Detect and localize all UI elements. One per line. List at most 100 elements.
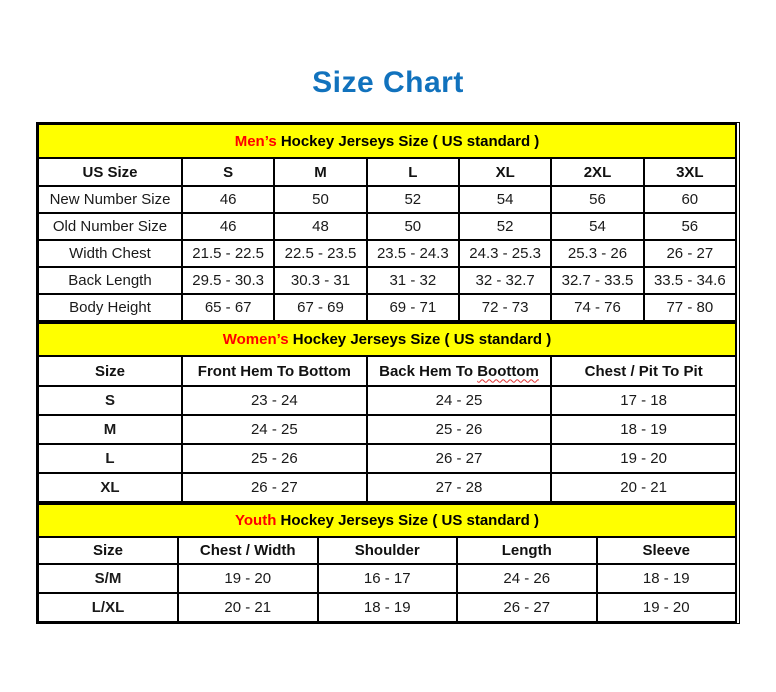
header-cell: Size: [37, 355, 183, 387]
table-row: Old Number Size 46 48 50 52 54 56: [37, 212, 738, 241]
header-cell: Shoulder: [316, 536, 458, 565]
size-value-cell: 24 - 25: [181, 414, 368, 445]
size-chart-tables: Men’s Hockey Jerseys Size ( US standard …: [36, 122, 740, 624]
header-cell: US Size: [37, 157, 183, 187]
band-highlight: Youth: [235, 512, 277, 529]
header-cell: Size: [37, 536, 179, 565]
size-value-cell: 32.7 - 33.5: [550, 266, 645, 295]
table-row: Body Height 65 - 67 67 - 69 69 - 71 72 - 73 7…: [37, 293, 738, 322]
size-value-cell: 24.3 - 25.3: [457, 239, 553, 268]
size-value-cell: 46: [180, 212, 276, 241]
size-value-cell: 52: [365, 185, 460, 214]
size-value-cell: 48: [273, 212, 368, 241]
size-value-cell: 65 - 67: [180, 293, 276, 322]
size-value-cell: 24 - 25: [365, 385, 553, 416]
row-label: S: [37, 385, 183, 416]
misspelled-word: Boottom: [477, 362, 539, 380]
size-value-cell: 31 - 32: [365, 266, 460, 295]
section-band-row: Men’s Hockey Jerseys Size ( US standard …: [37, 123, 737, 159]
header-cell: M: [273, 157, 368, 187]
table-row: Width Chest 21.5 - 22.5 22.5 - 23.5 23.5 - …: [37, 239, 738, 268]
header-cell: Chest / Pit To Pit: [550, 355, 737, 387]
header-cell: Chest / Width: [177, 536, 319, 565]
band-rest: Hockey Jerseys Size ( US standard ): [292, 331, 552, 348]
header-row: Size Chest / Width Shoulder Length Sleeve: [37, 536, 737, 565]
size-value-cell: 67 - 69: [273, 293, 368, 322]
size-value-cell: 72 - 73: [457, 293, 553, 322]
row-label: Back Length: [37, 266, 183, 295]
size-value-cell: 18 - 19: [595, 563, 737, 594]
size-value-cell: 24 - 26: [456, 563, 598, 594]
size-value-cell: 25.3 - 26: [550, 239, 645, 268]
size-value-cell: 26 - 27: [456, 592, 598, 623]
size-value-cell: 22.5 - 23.5: [273, 239, 368, 268]
size-value-cell: 50: [273, 185, 368, 214]
size-value-cell: 56: [642, 212, 738, 241]
header-cell: XL: [457, 157, 553, 187]
header-cell: L: [365, 157, 460, 187]
header-cell: 3XL: [642, 157, 738, 187]
table-row: XL 26 - 27 27 - 28 20 - 21: [37, 472, 737, 503]
section-band-title: Men’s Hockey Jerseys Size ( US standard …: [37, 123, 737, 159]
table-row: S 23 - 24 24 - 25 17 - 18: [37, 385, 737, 416]
row-label: Width Chest: [37, 239, 183, 268]
size-value-cell: 29.5 - 30.3: [180, 266, 276, 295]
table-row: L 25 - 26 26 - 27 19 - 20: [37, 443, 737, 474]
section-band-row: Women’s Hockey Jerseys Size ( US standar…: [37, 322, 737, 357]
row-label: L/XL: [37, 592, 179, 623]
mens-size-table: Men’s Hockey Jerseys Size ( US standard …: [37, 123, 738, 322]
size-value-cell: 19 - 20: [595, 592, 737, 623]
row-label: L: [37, 443, 183, 474]
size-value-cell: 23 - 24: [181, 385, 368, 416]
size-value-cell: 17 - 18: [550, 385, 737, 416]
size-value-cell: 25 - 26: [365, 414, 553, 445]
band-rest: Hockey Jerseys Size ( US standard ): [280, 132, 540, 150]
table-row: Back Length 29.5 - 30.3 30.3 - 31 31 - 32 32…: [37, 266, 738, 295]
table-row: M 24 - 25 25 - 26 18 - 19: [37, 414, 737, 445]
size-value-cell: 23.5 - 24.3: [365, 239, 460, 268]
band-rest: Hockey Jerseys Size ( US standard ): [280, 512, 539, 529]
section-band-title: Women’s Hockey Jerseys Size ( US standar…: [37, 322, 737, 357]
header-cell: Front Hem To Bottom: [181, 355, 368, 387]
youth-size-table: Youth Hockey Jerseys Size ( US standard …: [37, 503, 737, 623]
womens-size-table: Women’s Hockey Jerseys Size ( US standar…: [37, 322, 737, 503]
size-value-cell: 74 - 76: [550, 293, 645, 322]
size-value-cell: 46: [180, 185, 276, 214]
band-highlight: Men’s: [234, 132, 277, 150]
header-cell: Back Hem To Boottom: [365, 355, 553, 387]
row-label: Body Height: [37, 293, 183, 322]
table-row: New Number Size 46 50 52 54 56 60: [37, 185, 738, 214]
size-value-cell: 19 - 20: [550, 443, 737, 474]
size-value-cell: 18 - 19: [550, 414, 737, 445]
size-value-cell: 20 - 21: [550, 472, 737, 503]
size-value-cell: 26 - 27: [181, 472, 368, 503]
size-value-cell: 25 - 26: [181, 443, 368, 474]
header-cell: Sleeve: [595, 536, 737, 565]
size-value-cell: 19 - 20: [177, 563, 319, 594]
size-value-cell: 52: [457, 212, 553, 241]
band-highlight: Women’s: [222, 331, 289, 348]
header-row: Size Front Hem To Bottom Back Hem To Boott…: [37, 355, 737, 387]
row-label: New Number Size: [37, 185, 183, 214]
size-value-cell: 26 - 27: [642, 239, 738, 268]
section-band-row: Youth Hockey Jerseys Size ( US standard …: [37, 503, 737, 538]
size-value-cell: 50: [365, 212, 460, 241]
size-value-cell: 20 - 21: [177, 592, 319, 623]
row-label: M: [37, 414, 183, 445]
header-cell: S: [180, 157, 276, 187]
size-value-cell: 56: [550, 185, 645, 214]
size-value-cell: 77 - 80: [642, 293, 738, 322]
page-title: Size Chart: [312, 66, 464, 99]
size-value-cell: 54: [457, 185, 553, 214]
table-row: S/M 19 - 20 16 - 17 24 - 26 18 - 19: [37, 563, 737, 594]
size-value-cell: 32 - 32.7: [457, 266, 553, 295]
size-value-cell: 18 - 19: [316, 592, 458, 623]
row-label: XL: [37, 472, 183, 503]
header-cell: 2XL: [550, 157, 645, 187]
section-band-title: Youth Hockey Jerseys Size ( US standard …: [37, 503, 737, 538]
size-value-cell: 69 - 71: [365, 293, 460, 322]
size-value-cell: 60: [642, 185, 738, 214]
header-row: US Size S M L XL 2XL 3XL: [37, 157, 738, 187]
size-value-cell: 33.5 - 34.6: [642, 266, 738, 295]
